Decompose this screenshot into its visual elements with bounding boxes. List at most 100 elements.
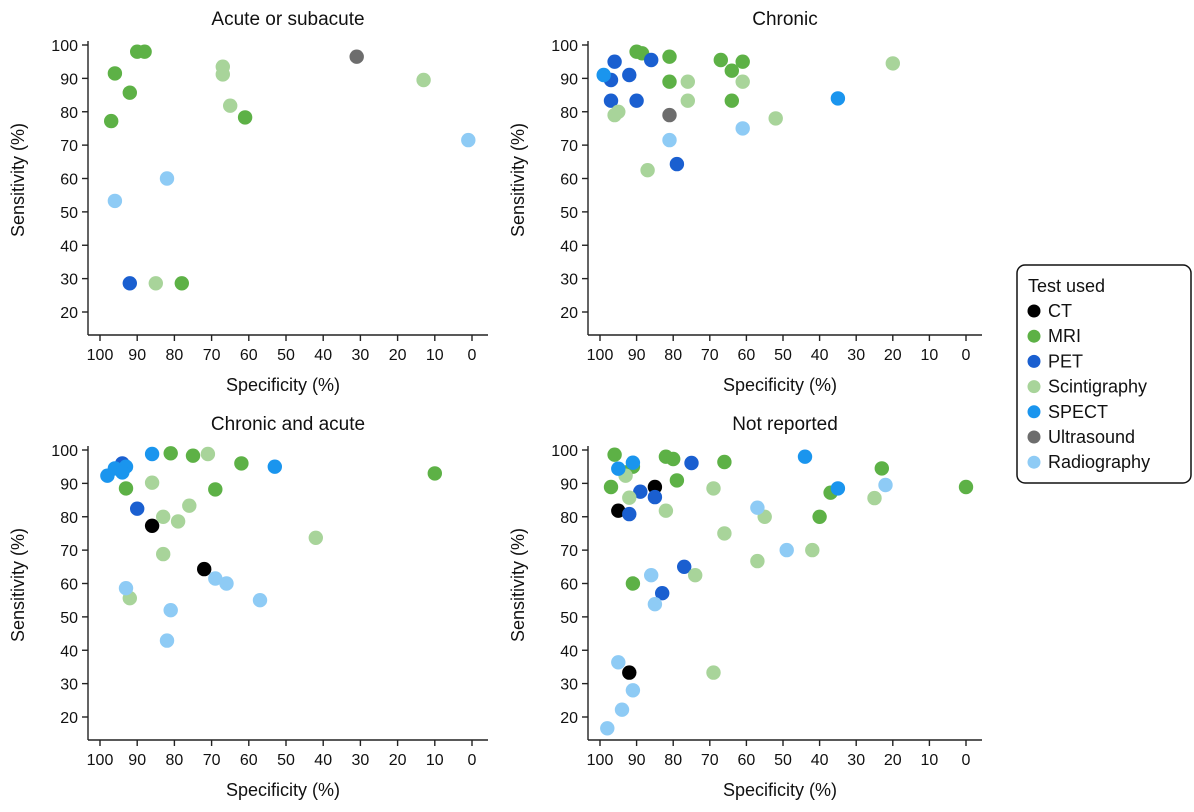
x-tick-label: 50	[277, 752, 295, 769]
panel-title: Chronic and acute	[211, 414, 365, 435]
x-tick-label: 20	[389, 752, 407, 769]
legend-entry-pet: PET	[1027, 351, 1083, 371]
point-mri	[237, 110, 253, 125]
y-tick-label: 80	[60, 510, 78, 527]
point-ct	[144, 518, 160, 533]
point-scintigraphy	[717, 526, 732, 541]
point-spect	[144, 446, 160, 462]
legend-marker	[1027, 304, 1041, 318]
point-scintigraphy	[144, 475, 160, 490]
point-scintigraphy	[640, 163, 655, 178]
point-ct	[611, 503, 626, 518]
y-tick-label: 60	[560, 577, 578, 594]
y-axis-label: Sensitivity (%)	[8, 528, 28, 642]
point-scintigraphy	[680, 93, 695, 108]
point-mri	[607, 447, 622, 462]
point-mri	[118, 481, 134, 496]
point-spect	[625, 455, 641, 470]
y-tick-label: 20	[60, 305, 78, 322]
x-tick-label: 70	[701, 752, 719, 769]
x-tick-label: 90	[628, 752, 646, 769]
point-mri	[107, 66, 123, 81]
point-radiography	[600, 721, 615, 736]
x-tick-label: 50	[774, 752, 792, 769]
x-tick-label: 80	[166, 347, 184, 364]
y-tick-label: 80	[560, 510, 578, 527]
point-ultrasound	[662, 107, 677, 123]
points-acute-or-subacute	[104, 44, 476, 291]
point-pet	[607, 54, 622, 69]
x-tick-label: 60	[240, 347, 258, 364]
x-tick-label: 20	[389, 347, 407, 364]
y-tick-label: 100	[51, 443, 78, 460]
y-tick-label: 60	[60, 172, 78, 189]
point-radiography	[159, 171, 175, 186]
point-mri	[812, 509, 827, 524]
point-pet	[633, 484, 648, 499]
x-tick-label: 20	[884, 347, 902, 364]
y-tick-label: 40	[60, 238, 78, 255]
point-pet	[130, 501, 145, 516]
point-pet	[677, 559, 692, 574]
legend-label: MRI	[1048, 326, 1081, 346]
point-radiography	[118, 581, 134, 596]
legend-marker	[1027, 430, 1041, 444]
x-tick-label: 40	[314, 752, 332, 769]
point-pet	[122, 276, 137, 291]
x-tick-label: 30	[847, 347, 865, 364]
point-spect	[797, 449, 813, 464]
x-tick-label: 100	[587, 347, 614, 364]
point-mri	[208, 482, 223, 497]
x-tick-label: 50	[774, 347, 792, 364]
point-mri	[603, 479, 619, 495]
point-mri	[625, 576, 641, 591]
point-radiography	[461, 132, 476, 148]
point-scintigraphy	[416, 72, 431, 88]
x-tick-label: 10	[921, 752, 939, 769]
point-pet	[684, 455, 699, 471]
point-spect	[596, 67, 611, 83]
y-tick-label: 20	[560, 710, 578, 727]
x-tick-label: 90	[128, 752, 146, 769]
point-scintigraphy	[885, 56, 900, 71]
point-scintigraphy	[867, 490, 882, 506]
point-mri	[427, 466, 442, 481]
point-mri	[958, 479, 974, 495]
legend-label: Radiography	[1048, 452, 1150, 472]
point-mri	[713, 52, 728, 68]
point-pet	[644, 52, 659, 68]
point-scintigraphy	[750, 553, 765, 569]
point-scintigraphy	[768, 111, 783, 126]
point-mri	[735, 54, 750, 69]
point-radiography	[878, 477, 893, 493]
point-scintigraphy	[688, 568, 703, 583]
x-tick-label: 60	[240, 752, 258, 769]
x-tick-label: 40	[314, 347, 332, 364]
point-radiography	[159, 633, 175, 648]
point-scintigraphy	[156, 546, 171, 562]
point-radiography	[614, 702, 630, 717]
point-scintigraphy	[200, 446, 216, 462]
x-axis-label: Specificity (%)	[723, 780, 837, 800]
y-tick-label: 50	[560, 205, 578, 222]
point-ct	[197, 561, 212, 577]
point-spect	[611, 461, 626, 476]
legend-entry-spect: SPECT	[1027, 402, 1108, 422]
y-tick-label: 20	[560, 305, 578, 322]
y-axis-label: Sensitivity (%)	[508, 123, 528, 237]
point-ultrasound	[349, 49, 364, 64]
legend-label: SPECT	[1048, 402, 1108, 422]
x-tick-label: 70	[203, 347, 221, 364]
point-scintigraphy	[182, 498, 197, 513]
point-radiography	[163, 603, 178, 618]
point-scintigraphy	[735, 74, 750, 89]
x-tick-label: 60	[738, 752, 756, 769]
legend-marker	[1027, 354, 1041, 368]
legend-label: PET	[1048, 351, 1083, 371]
point-scintigraphy	[706, 665, 721, 680]
point-mri	[724, 63, 739, 78]
